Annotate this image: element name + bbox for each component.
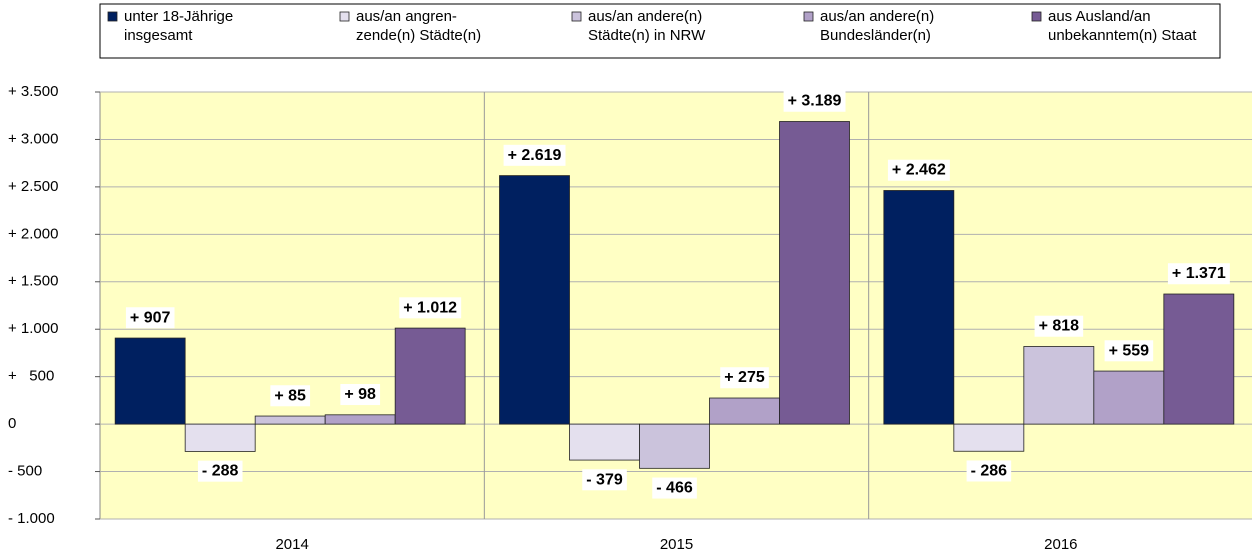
value-label-bg: [1167, 263, 1230, 285]
bar: [114, 337, 186, 425]
value-label: + 559: [1109, 342, 1150, 359]
value-label-bg: [1034, 315, 1084, 337]
value-label: + 1.371: [1172, 265, 1226, 282]
y-tick-label: - 1.000: [8, 510, 55, 527]
bar: [1163, 293, 1235, 425]
bar: [639, 423, 710, 469]
legend-label: Bundesländer(n): [820, 27, 931, 44]
y-tick-label: - 500: [8, 463, 42, 480]
bar: [324, 414, 396, 425]
bar: [709, 397, 780, 425]
bar: [499, 175, 570, 425]
value-label: - 466: [656, 480, 693, 497]
value-label: - 288: [202, 463, 239, 480]
value-label-bg: [783, 90, 846, 112]
bar: [184, 423, 256, 452]
x-tick-label: 2016: [1044, 536, 1077, 551]
value-label: + 907: [130, 309, 171, 326]
legend-label: unter 18-Jährige: [124, 8, 233, 25]
legend-swatch: [803, 11, 814, 22]
value-label-bg: [197, 460, 243, 482]
legend-swatch: [107, 11, 118, 22]
legend-label: Städte(n) in NRW: [588, 27, 706, 44]
value-label: - 286: [971, 462, 1008, 479]
value-label-bg: [270, 385, 311, 407]
value-label-bg: [720, 367, 769, 389]
y-tick-label: + 1.000: [8, 320, 58, 337]
value-label-bg: [652, 477, 697, 499]
y-tick-label: + 2.500: [8, 178, 58, 195]
bar: [953, 423, 1025, 452]
value-label-bg: [966, 460, 1012, 482]
legend-swatch: [571, 11, 582, 22]
value-label-bg: [340, 384, 381, 406]
y-tick-label: + 500: [8, 368, 54, 385]
y-tick-label: + 3.000: [8, 130, 58, 147]
value-label: + 818: [1039, 318, 1080, 335]
value-label: + 98: [344, 386, 376, 403]
value-label: + 3.189: [788, 93, 842, 110]
legend-label: aus/an andere(n): [820, 8, 934, 25]
legend-swatch: [339, 11, 350, 22]
value-label-bg: [503, 144, 566, 166]
bar: [569, 423, 640, 461]
legend-swatch: [1031, 11, 1042, 22]
y-tick-label: + 3.500: [8, 83, 58, 100]
bar: [779, 121, 850, 425]
bar: [1023, 346, 1095, 425]
bar: [254, 415, 326, 425]
x-tick-label: 2014: [275, 536, 308, 551]
legend-label: unbekanntem(n) Staat: [1048, 27, 1197, 44]
value-label-bg: [1104, 340, 1154, 362]
value-label-bg: [582, 469, 627, 491]
value-label: - 379: [586, 471, 623, 488]
bar: [1093, 370, 1165, 425]
y-tick-label: + 1.500: [8, 273, 58, 290]
y-tick-label: + 2.000: [8, 225, 58, 242]
y-tick-label: 0: [8, 415, 16, 432]
legend-label: aus/an angren-: [356, 8, 457, 25]
value-label: + 85: [274, 387, 306, 404]
bar: [883, 190, 955, 425]
value-label: + 2.462: [892, 162, 946, 179]
legend-label: zende(n) Städte(n): [356, 27, 481, 44]
legend-label: aus/an andere(n): [588, 8, 702, 25]
value-label: + 2.619: [508, 147, 562, 164]
value-label-bg: [125, 307, 175, 329]
value-label-bg: [887, 159, 950, 181]
bar: [394, 327, 466, 425]
legend-label: aus Ausland/an: [1048, 8, 1151, 25]
value-label: + 1.012: [403, 299, 457, 316]
value-label: + 275: [724, 369, 765, 386]
value-label-bg: [399, 297, 462, 319]
x-tick-label: 2015: [660, 536, 693, 551]
legend-label: insgesamt: [124, 27, 193, 44]
